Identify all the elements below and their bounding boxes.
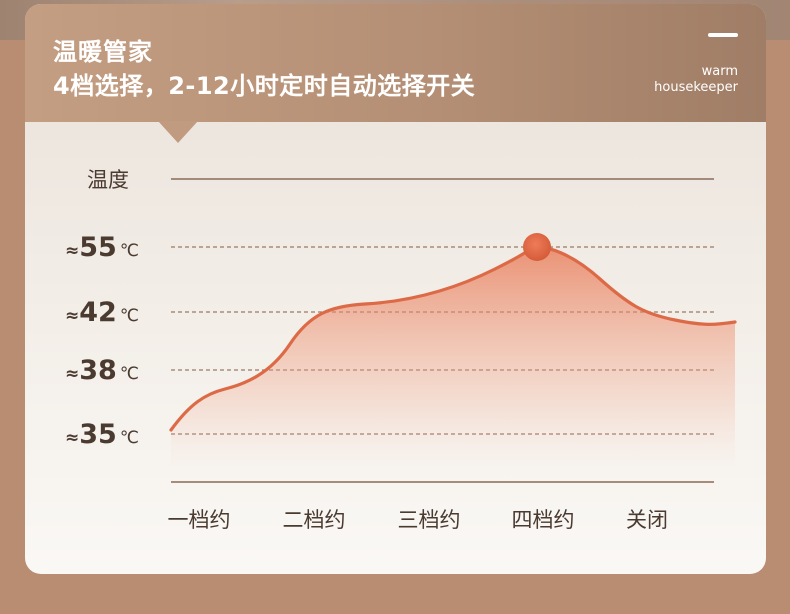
temperature-curve (169, 245, 737, 432)
card-title: 温暖管家 (53, 38, 153, 66)
header-pointer (158, 121, 198, 143)
y-axis-label: 温度 (87, 168, 129, 192)
card-header: 温暖管家 4档选择，2-12小时定时自动选择开关 warm housekeepe… (25, 4, 766, 122)
y-tick-label: ≈42 ℃ (65, 297, 139, 328)
y-tick-label: ≈38 ℃ (65, 355, 139, 386)
y-tick-label: ≈35 ℃ (65, 419, 139, 450)
x-tick-label: 一档约 (168, 508, 231, 532)
x-tick-label: 二档约 (283, 508, 346, 532)
y-tick-label: ≈55 ℃ (65, 232, 139, 263)
x-tick-label: 四档约 (512, 508, 575, 532)
x-tick-labels: 一档约 二档约 三档约 四档约 关闭 (168, 508, 669, 532)
card-subtitle: 4档选择，2-12小时定时自动选择开关 (53, 72, 476, 100)
brand-line-1: warm (701, 64, 738, 79)
brand-line-2: housekeeper (654, 80, 738, 95)
temperature-chart: 温度 ≈55 ℃ ≈42 ℃ ≈38 ℃ ≈35 ℃ 一档约 二档约 三档约 四档约 关闭 (65, 168, 737, 532)
curve-area-fill (171, 246, 735, 474)
x-tick-label: 关闭 (626, 508, 668, 532)
peak-point (523, 233, 551, 261)
x-tick-label: 三档约 (398, 508, 461, 532)
bottom-background-strip (0, 578, 790, 614)
info-card: 温暖管家 4档选择，2-12小时定时自动选择开关 warm housekeepe… (25, 4, 766, 574)
y-tick-labels: ≈55 ℃ ≈42 ℃ ≈38 ℃ ≈35 ℃ (65, 232, 139, 450)
brand-dash-icon (708, 33, 738, 37)
